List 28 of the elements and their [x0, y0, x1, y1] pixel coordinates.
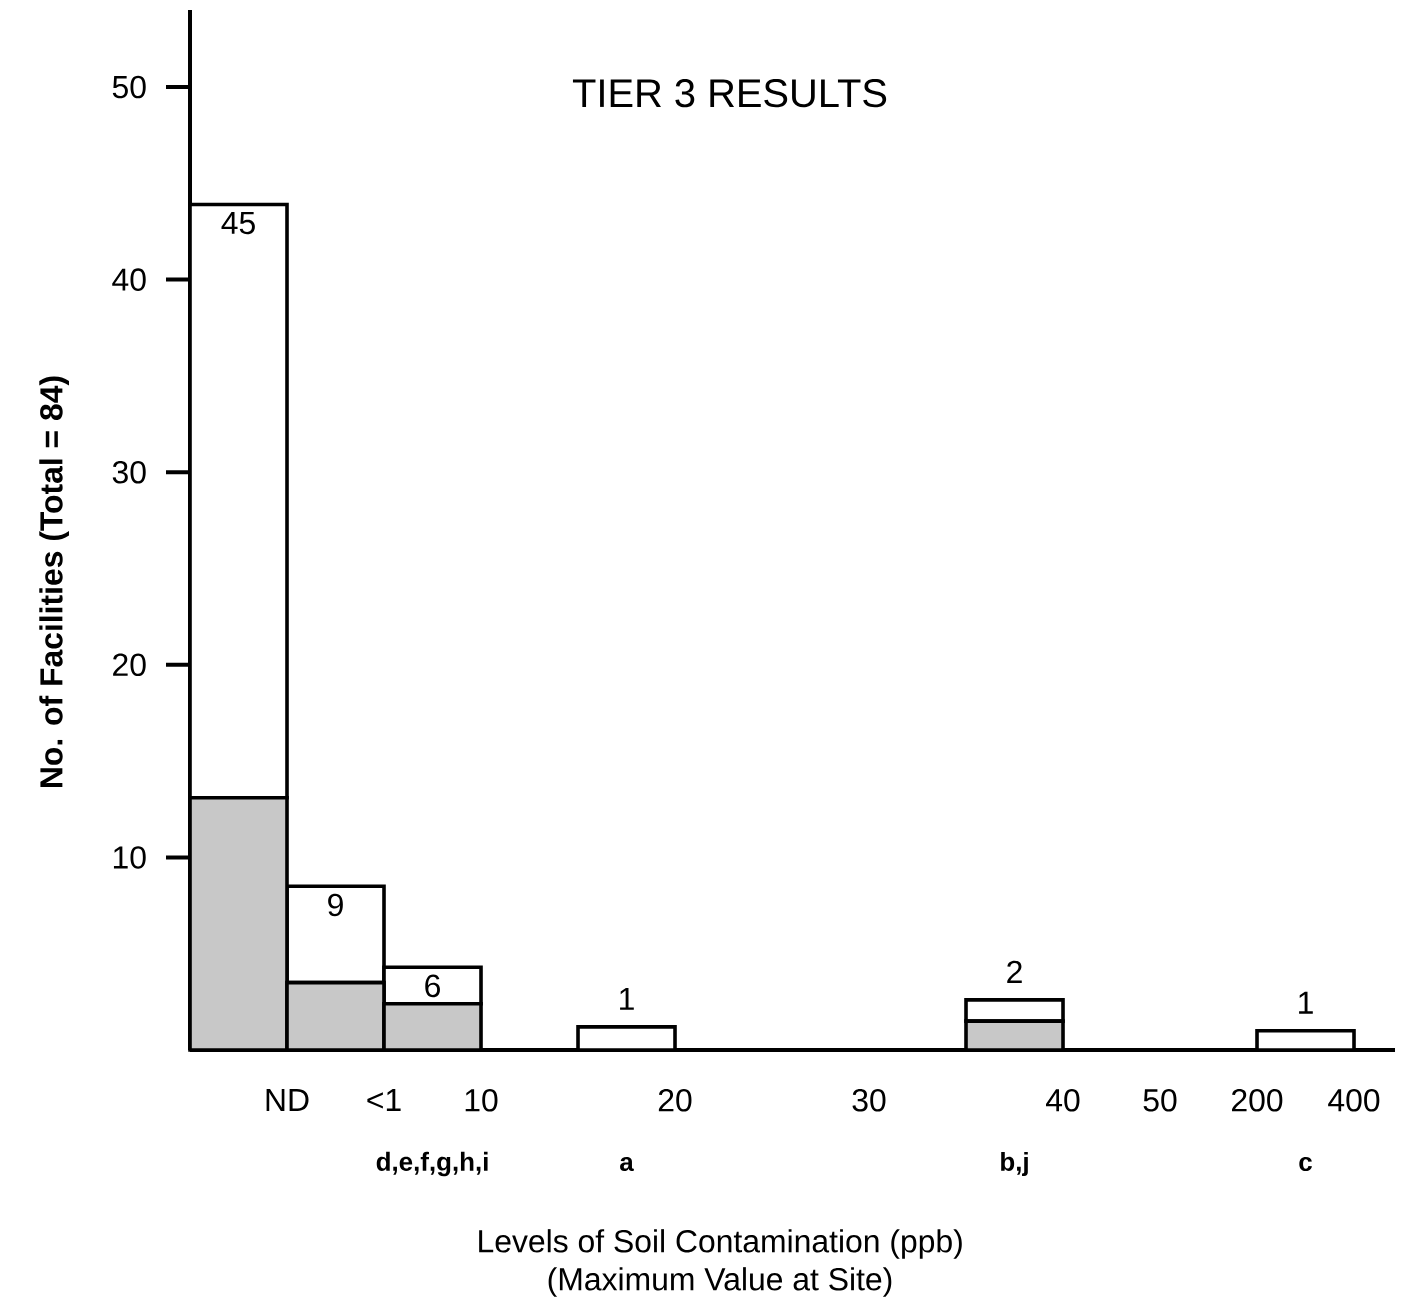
- x-tick-label: 200: [1232, 1088, 1283, 1112]
- y-axis-title: No. of Facilities (Total = 84): [39, 376, 69, 787]
- x-tick-label: 10: [465, 1088, 498, 1112]
- y-tick-label: 20: [113, 653, 146, 676]
- y-tick-label: 50: [112, 75, 146, 99]
- y-tick-label: 30: [112, 460, 146, 484]
- text: b,j: [1001, 1151, 1028, 1176]
- text: TIER 3 RESULTS: [572, 78, 887, 108]
- text: d,e,f,g,h,i: [376, 1151, 488, 1176]
- x-tick-label: 30: [852, 1088, 886, 1112]
- x-tick-label: 50: [1143, 1088, 1177, 1112]
- x-tick-label: 400: [1328, 1088, 1380, 1112]
- x-tick-label: 40: [1046, 1088, 1080, 1112]
- y-tick-label: 10: [113, 845, 146, 869]
- annotation: 1: [620, 987, 634, 1010]
- annotation: 2: [1007, 960, 1022, 983]
- x-axis-title: Levels of Soil Contamination (ppb): [479, 1228, 962, 1259]
- x-tick-label: ND: [266, 1088, 309, 1111]
- annotation: 45: [221, 211, 255, 234]
- text: c: [1299, 1156, 1312, 1171]
- x-tick-label: 20: [658, 1088, 692, 1112]
- annotation: 6: [425, 974, 440, 997]
- text: a: [620, 1156, 634, 1171]
- annotation: 9: [328, 893, 343, 917]
- x-tick-label: <1: [367, 1088, 401, 1111]
- y-tick-label: 40: [112, 268, 146, 291]
- text: (Maximum Value at Site): [548, 1266, 892, 1297]
- annotation: 1: [1299, 991, 1313, 1014]
